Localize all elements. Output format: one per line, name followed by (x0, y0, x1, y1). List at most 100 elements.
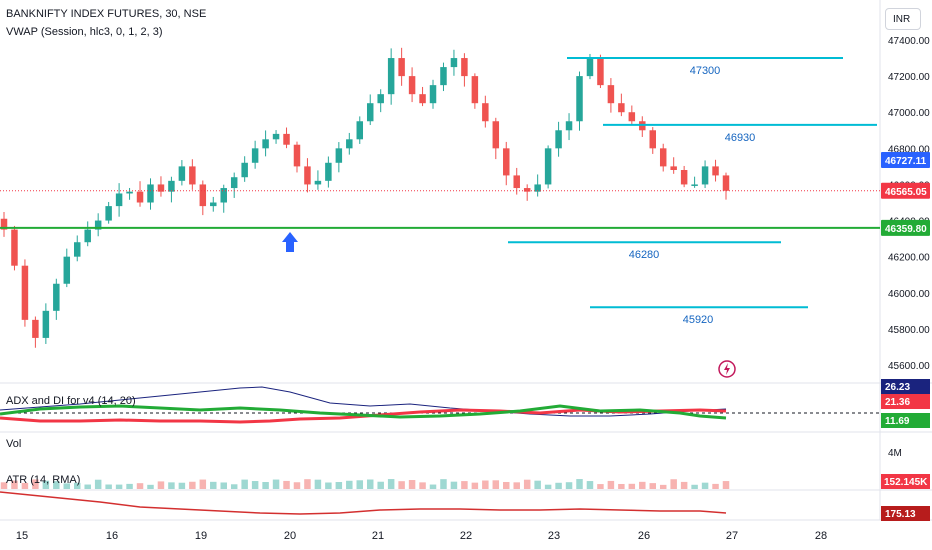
up-arrow-icon[interactable] (282, 232, 298, 252)
volume-bar[interactable] (377, 481, 384, 489)
volume-bar[interactable] (0, 482, 8, 489)
candle-down[interactable] (597, 58, 604, 86)
candle-up[interactable] (220, 188, 227, 203)
volume-bar[interactable] (544, 484, 552, 489)
candle-up[interactable] (450, 58, 458, 68)
candle-up[interactable] (586, 58, 594, 77)
volume-bar[interactable] (366, 479, 374, 489)
volume-bar[interactable] (21, 482, 29, 489)
candle-down[interactable] (136, 191, 144, 203)
candle-up[interactable] (366, 103, 374, 122)
volume-bar[interactable] (607, 480, 615, 489)
atr-line[interactable] (0, 491, 727, 515)
volume-bar[interactable] (11, 480, 18, 489)
volume-bar[interactable] (440, 479, 447, 489)
candle-up[interactable] (429, 85, 437, 104)
volume-bar[interactable] (670, 479, 677, 489)
candle-up[interactable] (314, 180, 322, 185)
candle-down[interactable] (283, 133, 290, 145)
volume-bar[interactable] (659, 484, 667, 489)
candle-down[interactable] (11, 229, 18, 266)
volume-bar[interactable] (325, 482, 332, 489)
candle-down[interactable] (293, 144, 301, 167)
candle-up[interactable] (701, 166, 709, 185)
candles-layer[interactable] (0, 47, 730, 348)
candle-down[interactable] (482, 103, 489, 122)
atr-pane[interactable]: 175.13 (0, 491, 930, 521)
volume-bar[interactable] (84, 484, 91, 489)
time-axis[interactable]: 15 16 19 20 21 22 23 26 27 28 (16, 530, 827, 542)
volume-bar[interactable] (649, 483, 656, 489)
candle-down[interactable] (722, 175, 730, 191)
candle-down[interactable] (607, 85, 615, 104)
candle-up[interactable] (691, 184, 698, 186)
volume-bar[interactable] (450, 481, 458, 489)
candle-down[interactable] (523, 188, 531, 192)
volume-bar[interactable] (419, 482, 426, 489)
price-axis[interactable]: 47400.0047200.0047000.0046800.0046600.00… (888, 36, 930, 372)
volume-bar[interactable] (618, 483, 625, 489)
volume-bar[interactable] (304, 479, 311, 489)
volume-bar[interactable] (210, 481, 217, 489)
volume-bar[interactable] (471, 482, 479, 489)
volume-bar[interactable] (492, 480, 500, 489)
volume-bar[interactable] (272, 479, 280, 489)
candle-up[interactable] (346, 139, 353, 149)
volume-bar[interactable] (251, 481, 259, 489)
volume-bar[interactable] (335, 482, 343, 489)
candle-up[interactable] (178, 166, 186, 181)
volume-bar[interactable] (503, 481, 510, 489)
candle-down[interactable] (670, 166, 677, 170)
volume-bar[interactable] (722, 481, 730, 489)
candle-up[interactable] (84, 229, 91, 243)
adx-title[interactable]: ADX and DI for v4 (14, 20) (6, 395, 136, 407)
candle-up[interactable] (377, 94, 384, 104)
volume-bar[interactable] (586, 481, 594, 489)
atr-title[interactable]: ATR (14, RMA) (6, 474, 81, 486)
candle-down[interactable] (513, 175, 520, 189)
candle-up[interactable] (94, 220, 102, 230)
candle-up[interactable] (105, 206, 112, 221)
adx-line[interactable] (0, 386, 727, 417)
adx-pane[interactable]: 26.23 21.36 11.69 (0, 379, 930, 428)
candle-up[interactable] (356, 121, 364, 140)
candle-down[interactable] (503, 148, 510, 176)
volume-bar[interactable] (168, 482, 175, 489)
volume-bar[interactable] (53, 481, 60, 489)
volume-bar[interactable] (408, 480, 416, 489)
volume-bar[interactable] (230, 484, 238, 489)
candle-up[interactable] (251, 148, 259, 163)
volume-bar[interactable] (189, 481, 196, 489)
volume-bar[interactable] (105, 484, 112, 489)
candle-up[interactable] (325, 162, 332, 181)
volume-bar[interactable] (712, 483, 719, 489)
candle-up[interactable] (230, 177, 238, 189)
candle-up[interactable] (74, 242, 81, 257)
candle-down[interactable] (398, 58, 405, 77)
candle-down[interactable] (304, 166, 311, 185)
candle-up[interactable] (168, 180, 175, 192)
candle-up[interactable] (544, 148, 552, 185)
candle-up[interactable] (241, 162, 248, 178)
candle-up[interactable] (555, 130, 562, 149)
candle-up[interactable] (126, 191, 133, 194)
volume-bar[interactable] (387, 479, 395, 489)
volume-bar[interactable] (63, 483, 71, 489)
candle-down[interactable] (189, 166, 196, 185)
volume-bar[interactable] (482, 480, 489, 489)
volume-bar[interactable] (691, 484, 698, 489)
candle-up[interactable] (63, 256, 71, 284)
volume-bar[interactable] (178, 482, 186, 489)
candle-down[interactable] (0, 218, 8, 230)
volume-bar[interactable] (680, 481, 688, 489)
volume-bar[interactable] (523, 479, 531, 489)
volume-bar[interactable] (293, 482, 301, 489)
candle-down[interactable] (618, 103, 625, 113)
candle-down[interactable] (157, 184, 165, 192)
volume-bar[interactable] (283, 480, 290, 489)
candle-down[interactable] (680, 170, 688, 185)
volume-bar[interactable] (565, 482, 573, 489)
candle-up[interactable] (42, 310, 50, 338)
currency-button[interactable]: INR (885, 8, 921, 30)
